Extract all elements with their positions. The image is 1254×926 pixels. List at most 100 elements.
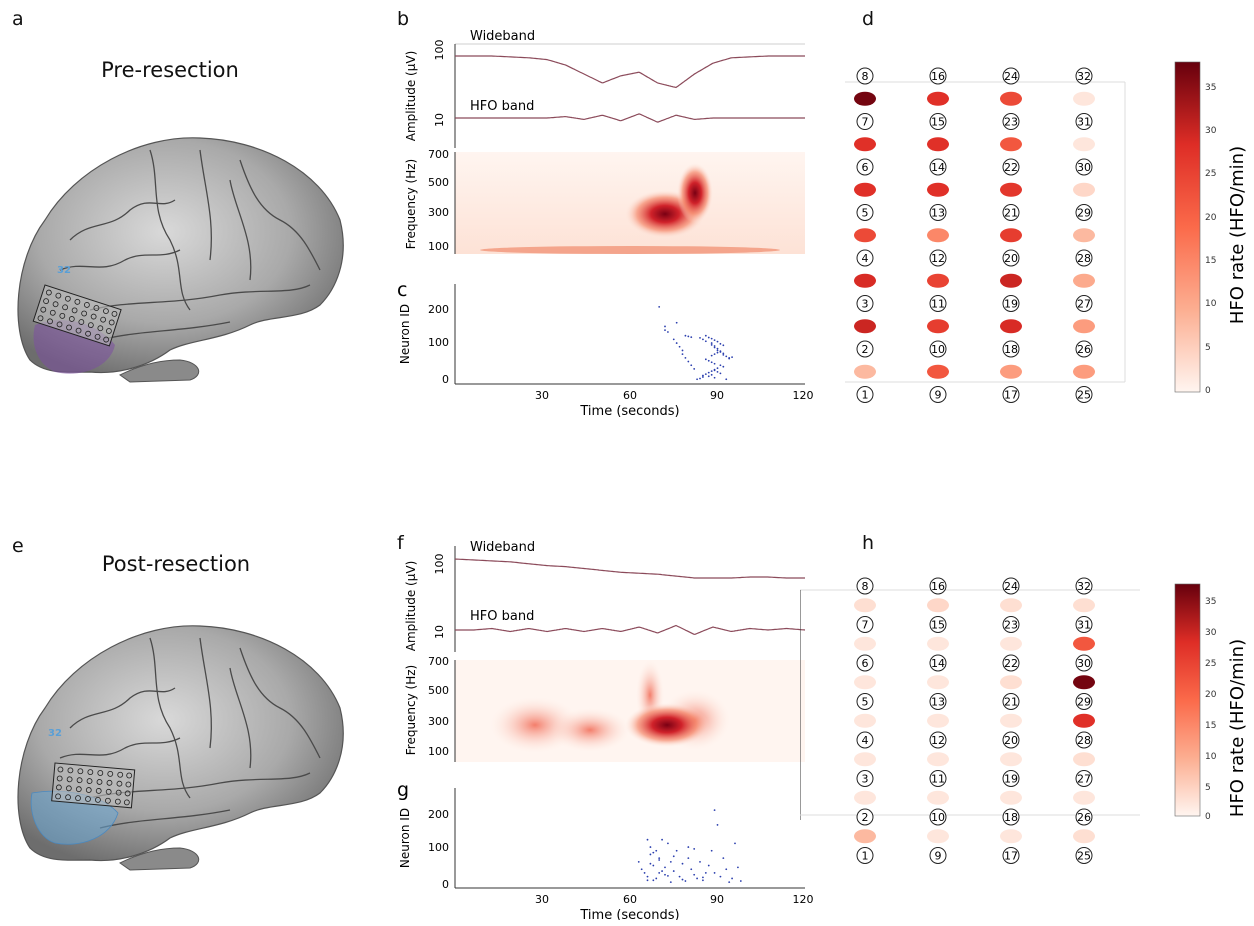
spike-dot: [725, 378, 728, 381]
spectrogram-b: 700 500 300 100 Frequency (Hz): [404, 148, 805, 254]
hfo-rate-cell-h: [927, 790, 949, 805]
raster-ylabel-c: Neuron ID: [398, 304, 412, 364]
electrode-label-h-7: 7: [862, 619, 869, 632]
spike-dot: [687, 846, 690, 848]
spike-dot: [713, 376, 716, 379]
panel-letter-d: d: [862, 8, 875, 30]
amp-ylabel-b: Amplitude (μV): [404, 51, 418, 142]
pre-resection-title: Pre-resection: [101, 58, 239, 82]
hfo-rate-cell-h: [1000, 713, 1022, 728]
spike-dot: [713, 362, 716, 365]
xtick-120-c: 120: [793, 389, 814, 402]
hfo-rate-cell-h: [927, 636, 949, 651]
spike-dot: [664, 873, 666, 876]
spike-dot: [722, 344, 725, 347]
electrode-label-h-32: 32: [1077, 580, 1091, 593]
spike-dot: [681, 862, 684, 865]
freq-tick-300-f: 300: [428, 715, 449, 728]
electrode-label-h-2: 2: [862, 811, 869, 824]
electrode-marker-d-13: [929, 204, 947, 221]
spike-dot: [658, 305, 661, 308]
electrode-label-h-9: 9: [935, 850, 942, 863]
spike-dot: [702, 376, 704, 378]
hfo-rate-cell-h: [1000, 790, 1022, 805]
amp-tick-100-f: 100: [433, 554, 446, 575]
raster-ytick-0-c: 0: [442, 373, 449, 386]
electrode-marker-h-18: [1002, 808, 1020, 826]
xlabel-c: Time (seconds): [579, 404, 679, 419]
spike-dot: [722, 365, 725, 368]
spike-dot: [646, 838, 649, 841]
electrode-marker-d-22: [1002, 158, 1020, 176]
spike-dot: [713, 339, 716, 342]
electrode-grid-post: [51, 762, 136, 809]
electrode-label-d-22: 22: [1004, 161, 1018, 174]
spike-dot: [725, 868, 728, 871]
wideband-trace-b: [455, 55, 805, 89]
hfo-rate-cell-h: [1000, 829, 1022, 844]
electrode-marker-d-15: [929, 113, 947, 130]
spike-dot: [719, 350, 722, 353]
spike-dot: [646, 875, 649, 878]
wideband-label-f: Wideband: [470, 540, 535, 555]
electrode-marker-d-21: [1002, 204, 1020, 221]
electrode-label-h-13: 13: [931, 696, 945, 709]
spike-dot: [684, 334, 687, 337]
colorbar-tick-10-top: 10: [1205, 299, 1217, 309]
spike-dot: [637, 860, 640, 863]
colorbar-tick-20-bottom: 20: [1205, 690, 1217, 700]
colorbar-label-top: HFO rate (HFO/min): [1227, 146, 1248, 324]
colorbar-label-bottom: HFO rate (HFO/min): [1227, 639, 1248, 817]
spike-dot: [696, 877, 698, 880]
electrode-label-h-26: 26: [1077, 811, 1091, 824]
spike-dot: [672, 338, 675, 341]
hfo-rate-cell-h: [1000, 636, 1022, 651]
electrode-grid-pre: [32, 284, 122, 347]
spike-dot: [699, 860, 701, 863]
electrode-label-d-10: 10: [931, 343, 945, 356]
electrode-marker-h-20: [1002, 731, 1020, 749]
hfo-rate-cell-d: [1073, 364, 1095, 379]
spike-dot: [704, 340, 707, 343]
electrode-label-d-7: 7: [862, 116, 869, 129]
electrode-label-d-24: 24: [1004, 70, 1018, 83]
spike-dot: [675, 849, 678, 852]
hfo-grid-d: 8765432116151413121110924232221201918173…: [845, 67, 1126, 403]
hfo-trace-b: [455, 113, 805, 123]
spike-dot: [710, 344, 713, 346]
hfo-rate-cell-h: [1073, 713, 1095, 728]
spike-dot: [707, 336, 710, 339]
electrode-marker-d-27: [1075, 295, 1093, 312]
electrode-label-h-29: 29: [1077, 696, 1091, 709]
electrode-marker-h-19: [1002, 770, 1020, 787]
electrode-label-h-21: 21: [1004, 696, 1018, 709]
electrode-marker-d-3: [856, 295, 874, 312]
xtick-90-g: 90: [710, 893, 724, 906]
spike-dot: [699, 377, 701, 380]
spike-dot: [693, 873, 696, 876]
spike-dot: [713, 809, 716, 812]
electrode-label-h-1: 1: [862, 850, 869, 863]
hfo-rate-cell-d: [927, 91, 949, 106]
electrode-label-h-20: 20: [1004, 734, 1018, 747]
raster-ytick-200-g: 200: [428, 808, 449, 821]
spike-dot: [702, 876, 704, 879]
electrode-label-d-11: 11: [931, 298, 945, 311]
freq-tick-700-b: 700: [428, 148, 449, 161]
freq-tick-700-f: 700: [428, 655, 449, 668]
spike-dot: [693, 848, 696, 850]
freq-tick-100-f: 100: [428, 745, 449, 758]
colorbar-tick-30-top: 30: [1205, 126, 1217, 136]
hfo-rate-cell-h: [1000, 598, 1022, 613]
spike-dot: [643, 872, 646, 874]
post-resection-title: Post-resection: [101, 552, 251, 576]
xtick-60-c: 60: [623, 389, 637, 402]
hfo-rate-cell-d: [927, 228, 949, 243]
hfo-rate-cell-d: [927, 364, 949, 379]
raster-ytick-0-g: 0: [442, 878, 449, 891]
spike-dot: [667, 874, 669, 877]
hfo-rate-cell-h: [1073, 675, 1095, 690]
spike-dot: [710, 361, 713, 364]
spike-dot: [734, 842, 736, 845]
spike-dot: [652, 851, 655, 854]
